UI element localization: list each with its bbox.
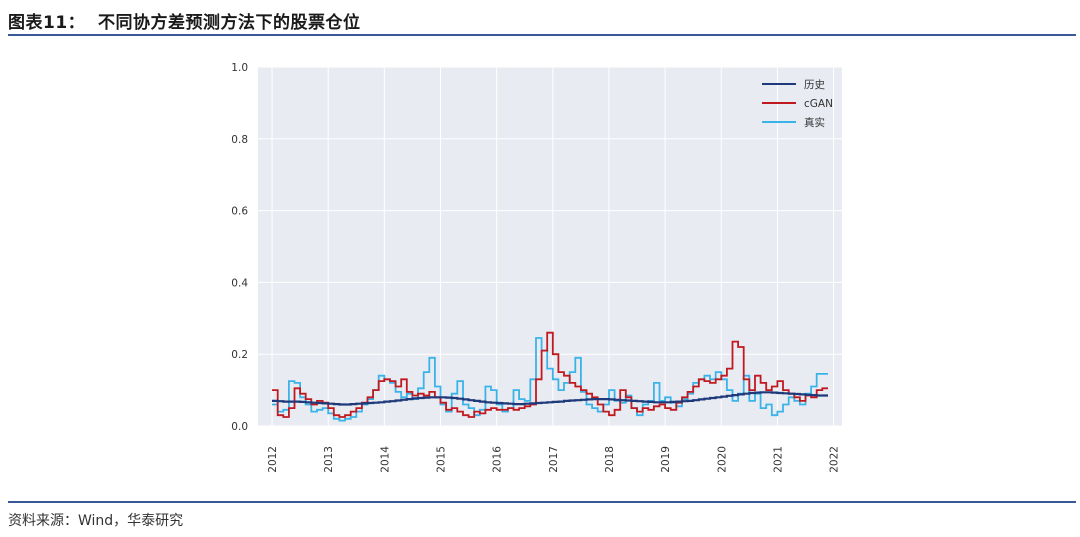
footer-rule — [8, 501, 1076, 503]
y-tick-label: 0.0 — [231, 421, 248, 433]
y-tick-label: 0.2 — [231, 349, 248, 361]
source-note: 资料来源：Wind，华泰研究 — [8, 513, 184, 529]
x-tick-label: 2022 — [829, 446, 841, 473]
y-tick-label: 1.0 — [231, 62, 248, 74]
series-lines — [272, 331, 828, 422]
x-tick-label: 2016 — [492, 446, 504, 473]
y-tick-label: 0.6 — [231, 206, 248, 218]
title-rule — [8, 34, 1076, 36]
y-tick-label: 0.4 — [231, 277, 248, 289]
series-line-history — [272, 391, 828, 406]
chart: 0.00.20.40.60.81.0 2012 2013 2014 2015 2016 2… — [231, 62, 842, 473]
x-tick-label: 2012 — [267, 446, 279, 473]
legend-label: 真实 — [804, 116, 825, 129]
x-tick-label: 2015 — [436, 446, 448, 473]
legend: 历史 cGAN 真实 — [762, 79, 833, 129]
legend-label: 历史 — [804, 79, 825, 91]
plot-area — [258, 67, 842, 426]
figure-title: 图表11： 不同协方差预测方法下的股票仓位 — [8, 13, 361, 33]
x-tick-label: 2018 — [604, 446, 616, 473]
y-tick-label: 0.8 — [231, 134, 248, 146]
y-axis-ticks: 0.0 0.2 0.4 0.6 0.8 1.0 — [231, 62, 248, 433]
legend-label: cGAN — [804, 98, 833, 110]
x-axis-ticks: 2012 2013 2014 2015 2016 2017 2018 2019 2020 2021… — [267, 446, 841, 473]
x-tick-label: 2020 — [716, 446, 728, 473]
x-tick-label: 2021 — [772, 446, 784, 473]
x-tick-label: 2013 — [323, 446, 335, 473]
x-tick-label: 2014 — [379, 446, 391, 473]
grid-lines — [258, 66, 842, 427]
x-tick-label: 2019 — [660, 446, 672, 473]
x-tick-label: 2017 — [548, 446, 560, 473]
